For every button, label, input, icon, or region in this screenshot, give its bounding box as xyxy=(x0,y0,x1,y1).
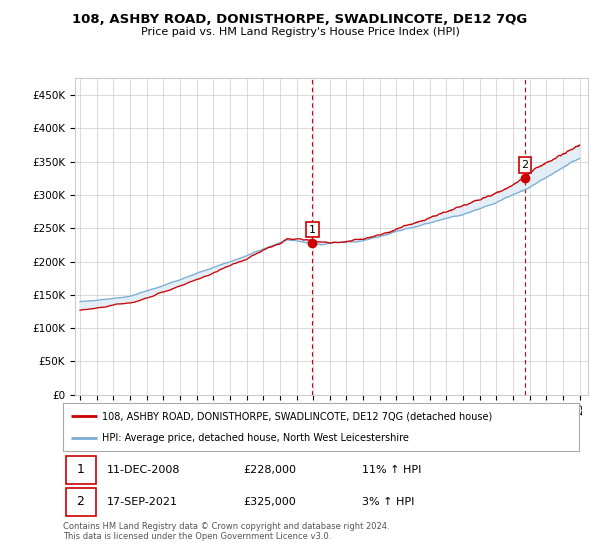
Text: 1: 1 xyxy=(77,463,85,476)
Text: 108, ASHBY ROAD, DONISTHORPE, SWADLINCOTE, DE12 7QG (detached house): 108, ASHBY ROAD, DONISTHORPE, SWADLINCOT… xyxy=(101,411,492,421)
FancyBboxPatch shape xyxy=(65,488,95,516)
FancyBboxPatch shape xyxy=(65,456,95,483)
Text: Contains HM Land Registry data © Crown copyright and database right 2024.
This d: Contains HM Land Registry data © Crown c… xyxy=(63,522,389,542)
Text: £325,000: £325,000 xyxy=(244,497,296,507)
Text: Price paid vs. HM Land Registry's House Price Index (HPI): Price paid vs. HM Land Registry's House … xyxy=(140,27,460,37)
Text: 3% ↑ HPI: 3% ↑ HPI xyxy=(362,497,415,507)
Text: HPI: Average price, detached house, North West Leicestershire: HPI: Average price, detached house, Nort… xyxy=(101,433,409,443)
Text: 2: 2 xyxy=(521,160,529,170)
Text: 11-DEC-2008: 11-DEC-2008 xyxy=(107,465,181,475)
Text: 11% ↑ HPI: 11% ↑ HPI xyxy=(362,465,422,475)
Text: 108, ASHBY ROAD, DONISTHORPE, SWADLINCOTE, DE12 7QG: 108, ASHBY ROAD, DONISTHORPE, SWADLINCOT… xyxy=(73,13,527,26)
Text: 2: 2 xyxy=(77,496,85,508)
Text: 1: 1 xyxy=(309,225,316,235)
Text: 17-SEP-2021: 17-SEP-2021 xyxy=(107,497,178,507)
Text: £228,000: £228,000 xyxy=(244,465,296,475)
